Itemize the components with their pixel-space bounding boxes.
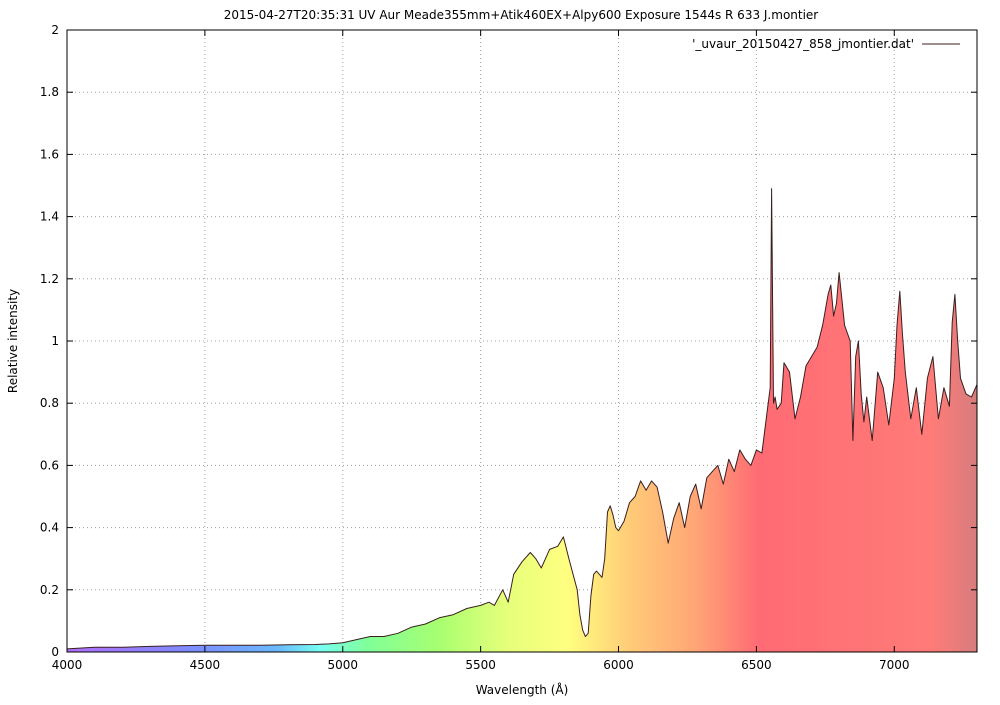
y-tick-label: 0.8 [40,396,59,410]
y-tick-label: 0.2 [40,583,59,597]
x-tick-label: 5000 [327,658,358,672]
x-tick-label: 6500 [741,658,772,672]
legend: '_uvaur_20150427_858_jmontier.dat' [692,37,960,51]
x-tick-label: 6000 [603,658,634,672]
y-tick-label: 1.2 [40,272,59,286]
x-tick-label: 4500 [190,658,221,672]
y-tick-label: 0.6 [40,458,59,472]
y-tick-label: 2 [51,23,59,37]
legend-label: '_uvaur_20150427_858_jmontier.dat' [692,37,914,51]
spectrum-area-fill [67,188,977,652]
ticks: 4000 4500 5000 5500 6000 6500 7000 0 0.2 0.4 0.6 0.… [40,23,977,672]
x-tick-label: 5500 [465,658,496,672]
y-tick-label: 1.6 [40,147,59,161]
chart-title: 2015-04-27T20:35:31 UV Aur Meade355mm+At… [224,8,819,22]
spectrum-series-line [67,188,977,650]
y-tick-label: 0.4 [40,521,59,535]
x-tick-label: 7000 [879,658,910,672]
y-tick-label: 1.4 [40,210,59,224]
y-tick-label: 1.8 [40,85,59,99]
y-tick-label: 0 [51,645,59,659]
y-tick-label: 1 [51,334,59,348]
plot-area [67,188,977,652]
x-tick-label: 4000 [52,658,83,672]
y-axis-label: Relative intensity [6,289,20,393]
x-axis-label: Wavelength (Å) [476,682,569,697]
